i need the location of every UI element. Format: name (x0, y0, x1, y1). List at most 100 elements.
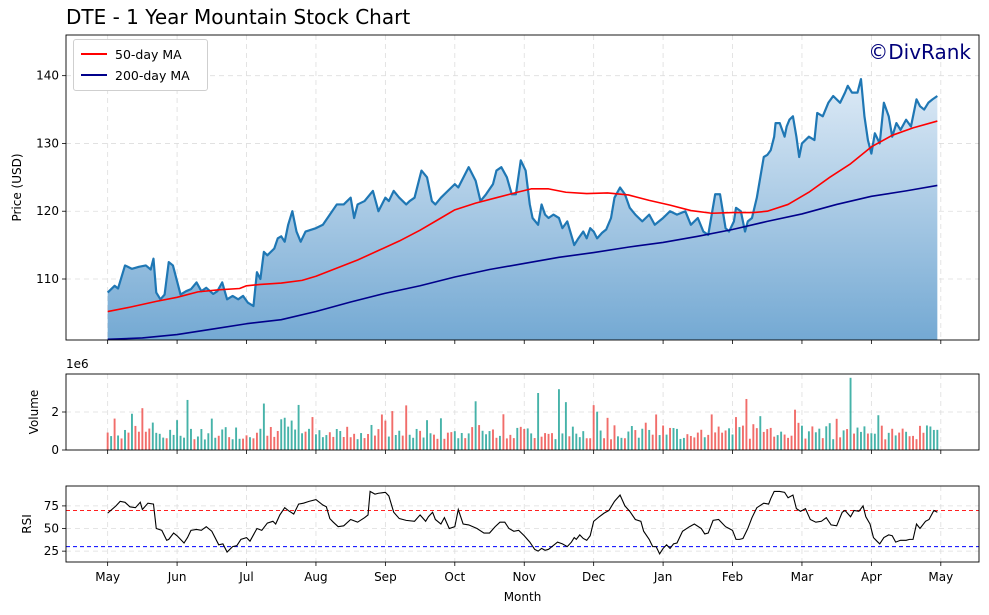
legend-item-200-day-ma: 200-day MA (81, 66, 190, 84)
volume-bar (169, 429, 172, 450)
volume-bar (439, 418, 442, 450)
price-y-tick-label: 120 (36, 204, 59, 218)
volume-bar (509, 434, 512, 450)
price-panel-frame (65, 34, 980, 341)
volume-bar (724, 430, 727, 450)
volume-bar (297, 404, 300, 450)
legend-label-50-day-ma: 50-day MA (115, 46, 182, 62)
volume-bar (318, 430, 321, 450)
volume-bar (821, 438, 824, 450)
volume-bar (315, 434, 317, 450)
volume-bar (120, 438, 123, 450)
volume-bar (252, 438, 255, 450)
volume-bar (776, 435, 779, 450)
volume-bar (544, 433, 547, 450)
volume-bar (259, 428, 262, 450)
volume-panel-frame (65, 373, 980, 451)
volume-bar (891, 428, 894, 450)
volume-bar (860, 431, 862, 450)
volume-bar (804, 438, 807, 450)
volume-bar (308, 428, 310, 450)
volume-bar (696, 432, 699, 450)
volume-bar (818, 428, 821, 450)
volume-bar (849, 377, 852, 450)
volume-bar (446, 432, 449, 450)
volume-bar (863, 426, 866, 450)
volume-bar (356, 439, 359, 450)
x-tick-label-jul: Jul (238, 570, 253, 584)
volume-bar (235, 427, 238, 450)
volume-bar (919, 425, 921, 450)
volume-bar (783, 434, 786, 450)
volume-bar (592, 405, 595, 450)
volume-bar (426, 420, 428, 450)
volume-bar (231, 439, 234, 450)
volume-bar (693, 437, 696, 450)
volume-bar (349, 437, 352, 450)
volume-bar (745, 398, 748, 450)
volume-bar (221, 429, 224, 450)
volume-bar (360, 433, 363, 450)
volume-bar (526, 428, 529, 450)
volume-bar (387, 436, 390, 450)
volume-bar (370, 424, 373, 450)
volume-bar (460, 433, 463, 450)
volume-bar (367, 433, 369, 450)
volume-bar (832, 439, 835, 450)
volume-bar (762, 431, 765, 450)
volume-bar (144, 431, 147, 450)
volume-bar (714, 432, 717, 450)
volume-bar (905, 431, 908, 450)
volume-bar (419, 430, 422, 450)
volume-bar (828, 423, 831, 450)
volume-bar (748, 438, 751, 450)
volume-bar (929, 426, 932, 450)
volume-bar (741, 425, 744, 450)
volume-bar (512, 438, 515, 450)
price-y-tick-label: 140 (36, 69, 59, 83)
x-tick-label-aug: Aug (304, 570, 327, 584)
volume-bar (721, 432, 724, 450)
volume-bar (773, 436, 776, 450)
volume-bar (269, 426, 272, 450)
volume-bar (165, 438, 168, 450)
volume-axis-label: Volume (27, 390, 41, 435)
volume-bar (766, 429, 769, 450)
volume-bar (457, 438, 460, 450)
x-tick-label-apr: Apr (861, 570, 882, 584)
x-tick-label-jan: Jan (653, 570, 673, 584)
volume-bar (728, 428, 730, 450)
volume-bar (610, 439, 612, 450)
x-tick-label-mar: Mar (791, 570, 814, 584)
volume-bar (151, 422, 154, 450)
x-tick-label-may: May (928, 570, 953, 584)
volume-bar (936, 429, 939, 450)
series-line-50-day-ma (107, 120, 938, 313)
volume-bar (502, 414, 505, 450)
volume-bar (894, 435, 897, 450)
rsi-y-tick-label: 75 (44, 499, 59, 513)
volume-bar (561, 433, 564, 450)
volume-bar (176, 420, 179, 450)
volume-bar (884, 439, 887, 450)
volume-bar (707, 434, 710, 450)
legend-swatch-red (81, 53, 107, 55)
volume-bar (408, 434, 411, 450)
series-line-close (106, 77, 938, 308)
volume-bar (755, 428, 758, 450)
volume-bar (599, 430, 602, 450)
volume-bar (825, 426, 828, 450)
price-y-tick-label: 110 (36, 272, 59, 286)
volume-bar (415, 428, 418, 450)
volume-bar (932, 429, 935, 450)
volume-bar (488, 431, 491, 450)
volume-bar (134, 425, 137, 450)
volume-bar (453, 431, 456, 450)
volume-bar (266, 435, 269, 450)
x-tick-label-jun: Jun (167, 570, 187, 584)
volume-bar (689, 435, 692, 450)
volume-bar (630, 426, 633, 450)
volume-bar (787, 437, 790, 450)
volume-bar (686, 434, 689, 450)
